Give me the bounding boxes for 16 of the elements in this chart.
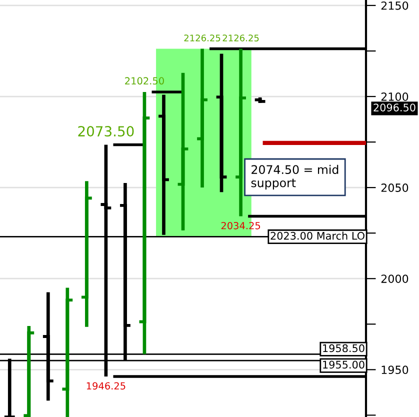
ref-line-label: 1955.00	[323, 360, 364, 369]
y-tick-label: 1950	[382, 366, 408, 374]
text: 2096.50	[374, 104, 416, 112]
ref-line-label: 2023.00 March LO	[270, 232, 364, 240]
y-tick-label: 2100	[381, 92, 408, 101]
y-tick-label: 2000	[381, 274, 408, 283]
y-tick-label: 2050	[381, 184, 408, 192]
annotation: 2126.25	[222, 34, 259, 42]
annotation: 2102.50	[125, 77, 164, 85]
annotation: 2126.25	[184, 34, 220, 42]
annotation: 1946.25	[86, 382, 126, 390]
ref-line-label: 1958.50	[323, 344, 364, 352]
annotation: 2074.50 = mid support	[251, 164, 338, 190]
y-tick-label: 2150	[381, 1, 408, 10]
annotation: 2034.25	[221, 222, 260, 230]
annotation: 2073.50	[78, 126, 134, 137]
